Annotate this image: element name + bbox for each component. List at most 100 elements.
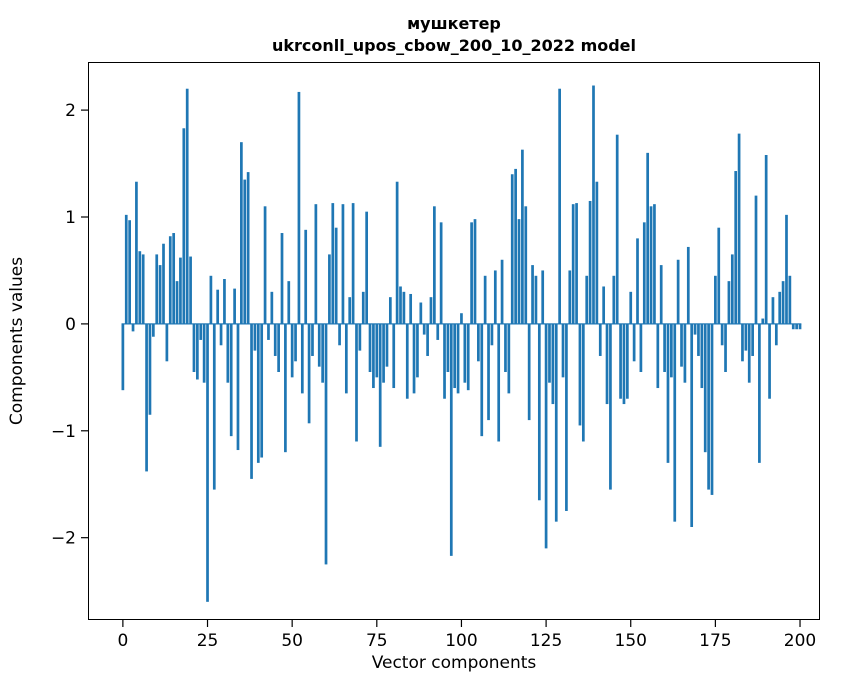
bar <box>165 323 169 362</box>
bar <box>395 181 399 324</box>
bar <box>304 229 308 324</box>
bar <box>700 323 704 389</box>
bar <box>456 323 460 394</box>
bar <box>676 259 680 324</box>
bar <box>209 275 213 324</box>
bar <box>409 293 413 324</box>
bar <box>317 323 321 367</box>
bar <box>697 323 700 356</box>
bar <box>189 256 192 324</box>
bar <box>206 323 209 602</box>
bar <box>344 323 348 394</box>
bar <box>405 323 409 399</box>
bar <box>791 323 795 330</box>
bar <box>524 206 528 324</box>
bar <box>158 265 162 324</box>
bar <box>656 323 660 389</box>
bar <box>341 204 345 324</box>
x-tick-label: 75 <box>366 631 388 651</box>
bar <box>663 323 666 372</box>
bar <box>267 323 270 340</box>
bar <box>510 174 514 324</box>
bar <box>477 323 480 362</box>
bar <box>707 323 710 490</box>
bar <box>277 323 280 372</box>
bar <box>321 323 324 383</box>
bar <box>612 275 616 324</box>
bar <box>673 323 677 522</box>
bar <box>449 323 453 556</box>
bar <box>314 204 318 324</box>
bar <box>334 227 338 324</box>
x-tick-label: 125 <box>530 631 562 651</box>
bar <box>558 88 561 324</box>
bar <box>280 233 284 324</box>
bar <box>253 323 257 351</box>
bar <box>686 246 690 324</box>
bar <box>426 323 429 356</box>
bar <box>324 323 328 565</box>
bar <box>487 323 490 421</box>
bar <box>294 323 297 362</box>
bar <box>531 265 534 324</box>
bar <box>730 254 734 324</box>
bar <box>659 265 663 324</box>
bar <box>768 323 771 399</box>
bar <box>517 219 521 324</box>
bar <box>771 297 775 324</box>
bar <box>680 323 683 367</box>
bar <box>365 211 368 324</box>
bar <box>639 323 643 372</box>
bar <box>571 204 575 324</box>
bar <box>493 270 497 324</box>
bar <box>605 323 609 405</box>
bar <box>131 323 135 332</box>
bar <box>240 142 243 324</box>
bar <box>202 323 206 383</box>
bar <box>443 323 446 399</box>
bar <box>419 302 423 324</box>
bar <box>151 323 155 337</box>
bar <box>290 323 294 378</box>
bar <box>568 270 572 324</box>
bar <box>368 323 372 372</box>
bar <box>683 323 687 383</box>
bar <box>785 214 788 324</box>
bar <box>764 155 768 324</box>
bar <box>741 323 744 362</box>
bar <box>300 323 304 394</box>
y-tick-label: 0 <box>65 315 76 335</box>
bar <box>798 323 802 330</box>
bar <box>402 291 406 324</box>
bar <box>273 323 277 356</box>
bar <box>774 323 778 346</box>
bar <box>636 238 639 324</box>
bar <box>392 323 396 389</box>
bar <box>720 323 724 346</box>
bar <box>724 323 727 372</box>
bar <box>473 219 477 324</box>
bar <box>758 323 761 463</box>
bar <box>598 323 602 356</box>
bar <box>436 323 440 340</box>
bar <box>463 323 467 383</box>
x-tick-label: 25 <box>197 631 219 651</box>
bar <box>781 281 785 324</box>
bar <box>632 323 636 362</box>
bar <box>121 323 125 391</box>
bar <box>615 134 619 324</box>
bar <box>361 291 365 324</box>
bar <box>592 85 595 324</box>
bar <box>162 243 165 324</box>
bar <box>338 323 341 346</box>
bar <box>727 281 731 324</box>
bar <box>480 323 484 437</box>
bar <box>646 152 650 324</box>
bar <box>128 220 131 324</box>
bar <box>544 323 548 549</box>
bar <box>588 200 592 324</box>
bar <box>284 323 287 453</box>
bar <box>263 206 267 324</box>
bar <box>199 323 203 340</box>
x-tick-label: 175 <box>699 631 731 651</box>
